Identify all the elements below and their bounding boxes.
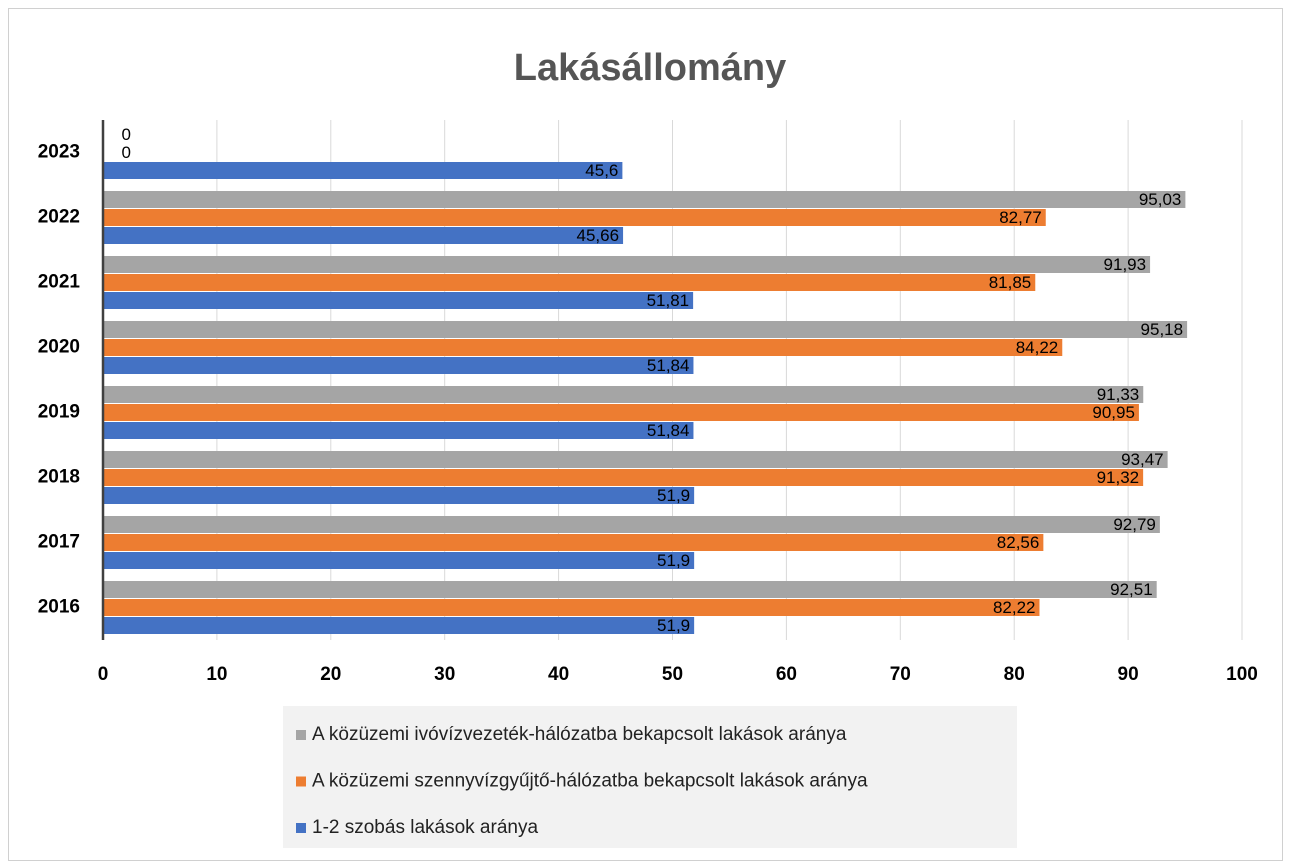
data-label: 92,51	[1110, 580, 1153, 599]
bar	[103, 209, 1046, 226]
data-label: 51,9	[657, 551, 690, 570]
data-label: 81,85	[989, 273, 1032, 292]
bar	[103, 191, 1186, 208]
bar	[103, 617, 695, 634]
x-tick-label: 0	[98, 664, 109, 685]
data-label: 51,9	[657, 486, 690, 505]
data-label: 92,79	[1113, 515, 1156, 534]
data-label: 45,66	[577, 226, 620, 245]
x-tick-label: 60	[776, 664, 797, 685]
bar	[103, 256, 1151, 273]
bar	[103, 357, 694, 374]
bar	[103, 534, 1044, 551]
legend-marker	[296, 776, 306, 787]
x-tick-label: 30	[434, 664, 455, 685]
data-label: 51,9	[657, 616, 690, 635]
y-tick-label: 2018	[38, 467, 80, 488]
data-label: 91,33	[1097, 385, 1140, 404]
data-label: 51,84	[647, 356, 690, 375]
bar	[103, 274, 1036, 291]
data-label: 84,22	[1016, 338, 1059, 357]
y-tick-label: 2017	[38, 532, 80, 553]
legend-label: 1-2 szobás lakások aránya	[312, 817, 538, 838]
y-tick-label: 2023	[38, 142, 80, 163]
legend-marker	[296, 730, 306, 740]
bar	[103, 292, 694, 309]
bar	[103, 599, 1040, 616]
bar	[103, 227, 624, 244]
data-label: 90,95	[1092, 403, 1135, 422]
legend-box	[283, 706, 1017, 848]
data-label: 95,03	[1139, 190, 1182, 209]
x-tick-label: 70	[890, 664, 911, 685]
data-label: 91,93	[1104, 255, 1147, 274]
bar	[103, 487, 695, 504]
x-tick-label: 10	[206, 664, 227, 685]
chart-title: Lakásállomány	[514, 47, 786, 89]
data-label: 51,84	[647, 421, 690, 440]
bar	[103, 404, 1139, 421]
data-label: 93,47	[1121, 450, 1164, 469]
y-tick-label: 2019	[38, 402, 80, 423]
data-label: 0	[122, 125, 131, 144]
data-label: 82,77	[999, 208, 1042, 227]
bar	[103, 451, 1168, 468]
x-tick-label: 50	[662, 664, 683, 685]
y-tick-label: 2020	[38, 337, 80, 358]
data-label: 45,6	[585, 161, 618, 180]
bar	[103, 321, 1188, 338]
data-label: 91,32	[1097, 468, 1140, 487]
x-tick-label: 20	[320, 664, 341, 685]
bar	[103, 469, 1144, 486]
legend-label: A közüzemi szennyvízgyűjtő-hálózatba bek…	[312, 771, 868, 792]
x-tick-label: 90	[1118, 664, 1139, 685]
x-tick-label: 100	[1226, 664, 1258, 685]
data-label: 51,81	[647, 291, 690, 310]
y-tick-label: 2021	[38, 272, 81, 293]
data-label: 82,22	[993, 598, 1036, 617]
y-tick-label: 2022	[38, 207, 80, 228]
legend-label: A közüzemi ivóvízvezeték-hálózatba bekap…	[312, 724, 847, 745]
legend-marker	[296, 823, 306, 833]
x-tick-label: 80	[1004, 664, 1025, 685]
data-label: 82,56	[997, 533, 1040, 552]
bar	[103, 386, 1144, 403]
bar	[103, 516, 1160, 533]
y-tick-label: 2016	[38, 597, 80, 618]
bar	[103, 422, 694, 439]
bar	[103, 581, 1157, 598]
bar	[103, 162, 623, 179]
data-label: 0	[122, 143, 131, 162]
data-label: 95,18	[1141, 320, 1184, 339]
bar	[103, 552, 695, 569]
bar	[103, 339, 1063, 356]
x-tick-label: 40	[548, 664, 569, 685]
